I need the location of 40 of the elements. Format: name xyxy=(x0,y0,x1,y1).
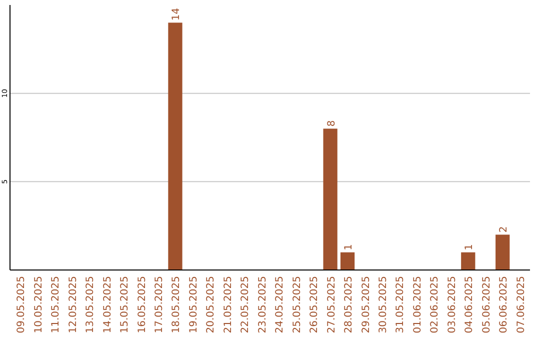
x-tick-label: 07.06.2025 xyxy=(516,276,527,334)
x-tick-label: 19.05.2025 xyxy=(188,276,200,334)
x-tick-label: 02.06.2025 xyxy=(430,276,441,334)
x-tick-label: 10.05.2025 xyxy=(33,276,44,334)
x-tick-label: 25.05.2025 xyxy=(292,276,303,334)
x-tick-label: 26.05.2025 xyxy=(309,276,320,334)
x-tick-label: 21.05.2025 xyxy=(222,276,234,334)
x-tick-label: 03.06.2025 xyxy=(446,276,458,334)
x-tick-label: 06.06.2025 xyxy=(498,276,510,334)
bar xyxy=(323,128,338,270)
x-tick-label: 20.05.2025 xyxy=(206,276,217,334)
x-tick-label: 11.05.2025 xyxy=(50,276,62,334)
x-tick-label: 22.05.2025 xyxy=(240,276,252,334)
x-tick-label: 17.05.2025 xyxy=(154,276,166,334)
bar xyxy=(340,252,355,270)
data-label: 2 xyxy=(498,226,510,233)
x-tick-label: 01.06.2025 xyxy=(412,276,424,334)
x-tick-label: 15.05.2025 xyxy=(120,276,131,334)
data-label: 1 xyxy=(464,244,476,250)
x-tick-label: 13.05.2025 xyxy=(85,276,96,334)
x-tick-label: 14.05.2025 xyxy=(102,276,114,334)
x-tick-label: 27.05.2025 xyxy=(326,276,338,334)
x-tick-label: 18.05.2025 xyxy=(171,276,182,334)
bar xyxy=(461,252,476,270)
bar xyxy=(168,22,182,270)
x-tick-label: 28.05.2025 xyxy=(344,276,355,334)
data-label: 1 xyxy=(344,244,355,250)
x-tick-label: 23.05.2025 xyxy=(257,276,268,334)
x-tick-label: 05.06.2025 xyxy=(481,276,492,334)
x-tick-label: 29.05.2025 xyxy=(360,276,372,334)
data-label: 8 xyxy=(326,120,338,127)
x-tick-label: 12.05.2025 xyxy=(68,276,79,334)
x-tick-label: 16.05.2025 xyxy=(136,276,148,334)
x-tick-label: 31.05.2025 xyxy=(395,276,406,334)
x-tick-label: 24.05.2025 xyxy=(274,276,286,334)
bar xyxy=(496,234,510,270)
x-tick-label: 30.05.2025 xyxy=(378,276,389,334)
x-tick-label: 09.05.2025 xyxy=(16,276,28,334)
data-label: 14 xyxy=(171,8,182,21)
x-tick-label: 04.06.2025 xyxy=(464,276,476,334)
